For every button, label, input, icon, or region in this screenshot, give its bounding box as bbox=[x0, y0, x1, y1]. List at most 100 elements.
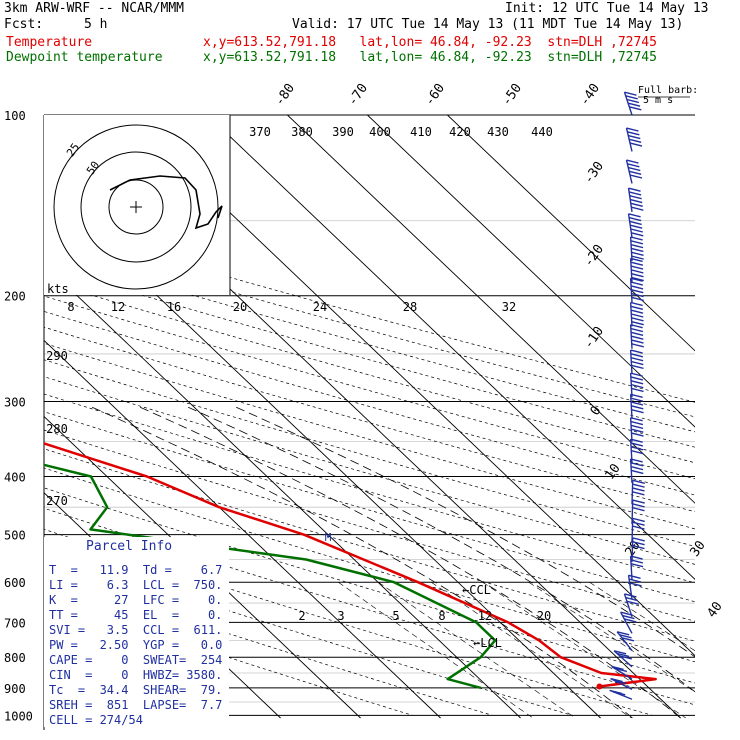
barb-flag bbox=[628, 578, 642, 583]
isotherm-label: -80 bbox=[272, 81, 298, 109]
mixing-ratio-label: 5 bbox=[392, 609, 399, 623]
mixing-ratio-label: 20 bbox=[233, 300, 247, 314]
barb-flag bbox=[630, 401, 644, 406]
barb-flag bbox=[631, 296, 644, 302]
barb-flag bbox=[630, 376, 644, 381]
barb-flag bbox=[630, 301, 643, 307]
barb-flag bbox=[628, 170, 642, 175]
pressure-tick-label: 800 bbox=[4, 651, 26, 665]
barb-flag bbox=[631, 383, 644, 389]
mixing-ratio-label: 32 bbox=[502, 300, 516, 314]
parcel-row: K = 27 LFC = 0. bbox=[49, 593, 223, 607]
barb-flag bbox=[630, 555, 643, 560]
pressure-tick-label: 500 bbox=[4, 529, 26, 543]
surface-temp-marker bbox=[596, 683, 603, 690]
barb-flag bbox=[628, 187, 641, 192]
barb-flag bbox=[630, 563, 644, 568]
barb-flag bbox=[631, 247, 644, 253]
dry-adiabat bbox=[44, 411, 695, 603]
barb-flag bbox=[628, 216, 642, 222]
barb-flag bbox=[630, 265, 644, 270]
mixing-ratio-label: 16 bbox=[167, 300, 181, 314]
pressure-tick-label: 900 bbox=[4, 682, 26, 696]
barb-flag bbox=[630, 424, 644, 430]
wind-barb bbox=[616, 631, 635, 652]
barb-flag bbox=[619, 655, 632, 660]
barb-flag bbox=[621, 637, 635, 642]
isotherm-label: -10 bbox=[581, 324, 607, 352]
barb-flag bbox=[628, 574, 641, 579]
wind-barb bbox=[627, 187, 644, 212]
dry-adiabat bbox=[44, 376, 695, 565]
init-time: Init: 12 UTC Tue 14 May 13 bbox=[505, 1, 709, 16]
mixing-ratio-label: 28 bbox=[403, 300, 417, 314]
isotherm-label: -70 bbox=[345, 81, 371, 109]
parcel-row: SREH = 851 LAPSE= 7.7 bbox=[49, 698, 223, 712]
fcst-value: 5 h bbox=[84, 17, 108, 32]
mixing-ratio-line bbox=[378, 581, 576, 719]
barb-flag bbox=[626, 98, 640, 104]
hodograph-ring-label: 50 bbox=[84, 159, 102, 177]
barb-flag bbox=[630, 372, 643, 377]
barb-flag bbox=[630, 327, 644, 333]
barb-flag bbox=[632, 507, 645, 512]
barb-flag bbox=[631, 232, 644, 237]
barb-flag bbox=[631, 289, 644, 294]
barb-flag bbox=[631, 469, 644, 475]
barb-flag bbox=[627, 131, 640, 136]
barb-flag bbox=[630, 324, 643, 329]
wind-barb bbox=[629, 301, 644, 327]
barb-flag bbox=[632, 517, 645, 523]
barb-flag bbox=[630, 462, 644, 467]
theta-label: 370 bbox=[249, 125, 271, 139]
barb-flag bbox=[619, 634, 632, 639]
parcel-row: Tc = 34.4 SHEAR= 79. bbox=[49, 683, 223, 697]
dewpoint-legend: Dewpoint temperature bbox=[6, 50, 163, 65]
barb-flag bbox=[625, 596, 638, 602]
temperature-location: x,y=613.52,791.18 lat,lon= 46.84, -92.23… bbox=[203, 35, 657, 50]
wind-barb bbox=[625, 127, 643, 152]
parcel-row: TT = 45 EL = 0. bbox=[49, 608, 223, 622]
isotherm-label: 40 bbox=[704, 599, 725, 620]
lcl-marker: ←LCL bbox=[473, 636, 502, 650]
mixing-ratio-line bbox=[589, 581, 695, 652]
barb-flag bbox=[624, 593, 637, 598]
pressure-tick-label: 700 bbox=[4, 616, 26, 630]
parcel-row: CELL = 274/54 bbox=[49, 713, 143, 727]
barb-flag bbox=[626, 127, 639, 132]
full-barb-label: Full barb: bbox=[638, 85, 698, 96]
theta-label: 380 bbox=[291, 125, 313, 139]
wind-barb bbox=[610, 677, 633, 691]
barb-flag bbox=[627, 102, 641, 107]
barb-flag bbox=[626, 159, 639, 164]
pressure-tick-label: 300 bbox=[4, 395, 26, 409]
barb-flag bbox=[630, 357, 644, 362]
isotherm-line bbox=[127, 115, 695, 657]
barb-flag bbox=[614, 667, 628, 673]
pressure-tick-label: 600 bbox=[4, 576, 26, 590]
theta-label: 400 bbox=[369, 125, 391, 139]
barb-flag bbox=[624, 91, 637, 96]
barb-flag bbox=[632, 499, 645, 504]
parcel-info-title: Parcel Info bbox=[86, 539, 173, 554]
wind-barb bbox=[609, 689, 633, 700]
wind-barb bbox=[629, 417, 644, 442]
mixing-ratio-line bbox=[482, 581, 686, 719]
barb-flag bbox=[632, 487, 645, 492]
barb-flag bbox=[632, 483, 645, 488]
barb-flag bbox=[629, 195, 642, 200]
barb-flag bbox=[629, 142, 643, 147]
mixing-ratio-label: 12 bbox=[478, 609, 492, 623]
barb-flag bbox=[616, 631, 630, 636]
barb-flag bbox=[632, 503, 645, 508]
pressure-tick-label: 200 bbox=[4, 290, 26, 304]
isotherm-line bbox=[44, 263, 521, 719]
barb-flag bbox=[631, 269, 644, 274]
barb-flag bbox=[631, 339, 644, 344]
parcel-info-panel: Parcel Info T = 11.9 Td = 6.7 LI = 6.3 L… bbox=[44, 537, 229, 727]
isotherm-line bbox=[447, 115, 695, 352]
isotherm-line bbox=[367, 115, 695, 428]
barb-flag bbox=[631, 273, 644, 278]
barb-flag bbox=[631, 405, 644, 410]
barb-flag bbox=[630, 240, 644, 245]
